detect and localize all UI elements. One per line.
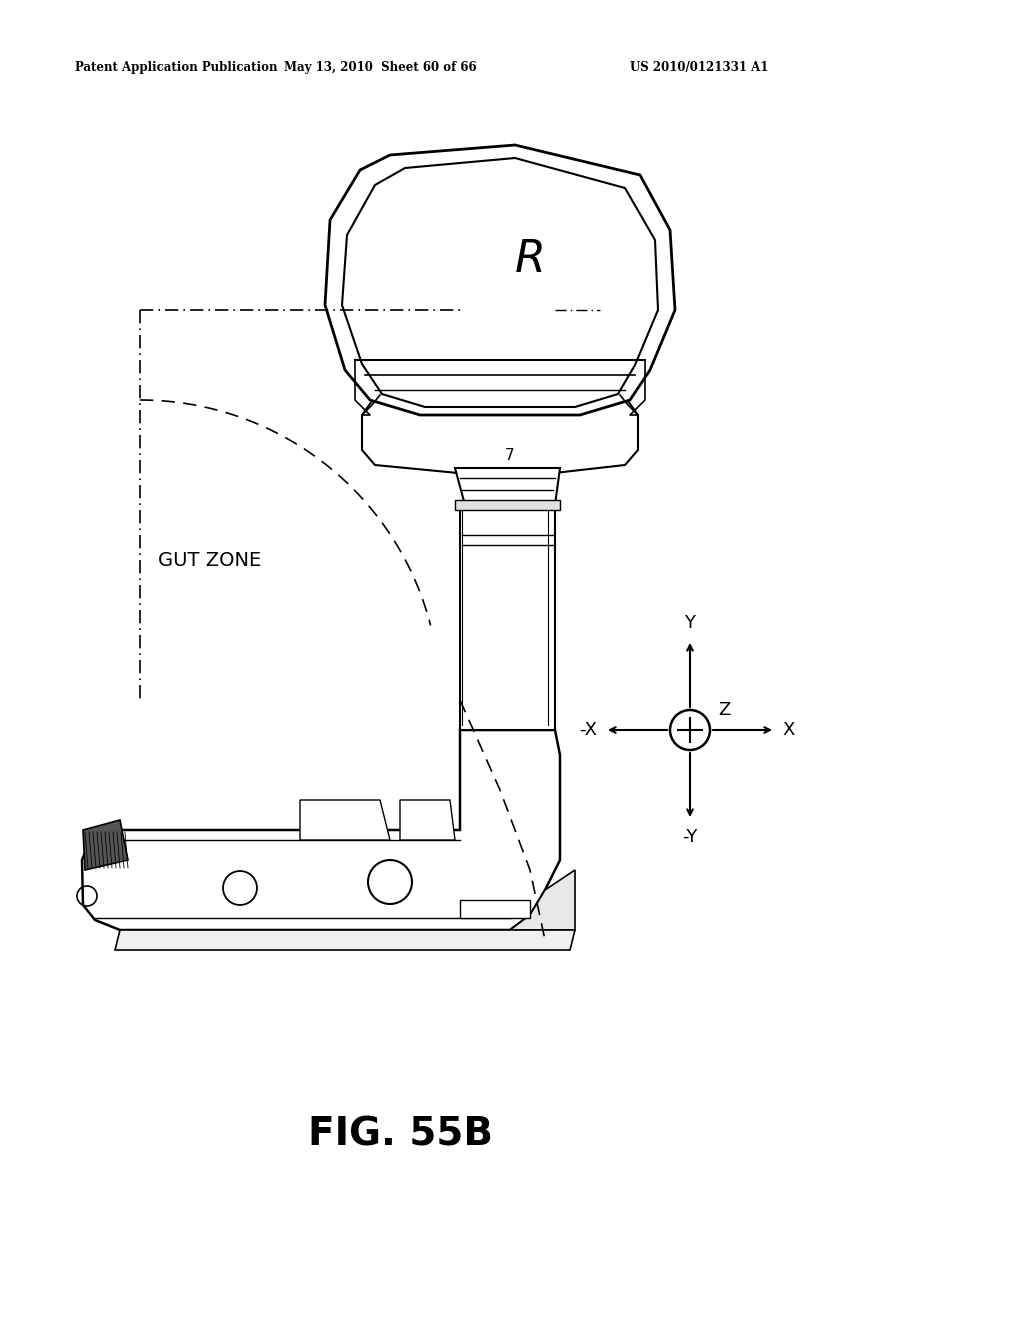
Polygon shape: [455, 500, 560, 510]
Polygon shape: [300, 800, 390, 840]
Text: -X: -X: [579, 721, 597, 739]
Text: R: R: [515, 239, 546, 281]
Polygon shape: [362, 389, 638, 478]
Polygon shape: [83, 820, 128, 870]
Text: Patent Application Publication: Patent Application Publication: [75, 62, 278, 74]
Polygon shape: [82, 730, 560, 931]
Polygon shape: [460, 506, 555, 730]
Text: FIG. 55B: FIG. 55B: [307, 1115, 493, 1154]
Polygon shape: [460, 900, 530, 917]
Text: X: X: [782, 721, 795, 739]
Polygon shape: [455, 469, 560, 506]
Text: US 2010/0121331 A1: US 2010/0121331 A1: [630, 62, 768, 74]
Text: Y: Y: [684, 614, 695, 632]
Polygon shape: [510, 870, 575, 931]
Text: May 13, 2010  Sheet 60 of 66: May 13, 2010 Sheet 60 of 66: [284, 62, 476, 74]
Text: 7: 7: [505, 449, 515, 463]
Text: -Y: -Y: [682, 828, 697, 846]
Polygon shape: [325, 145, 675, 414]
Polygon shape: [115, 931, 575, 950]
Text: GUT ZONE: GUT ZONE: [159, 550, 261, 569]
Text: Z: Z: [718, 701, 730, 719]
Polygon shape: [400, 800, 455, 840]
